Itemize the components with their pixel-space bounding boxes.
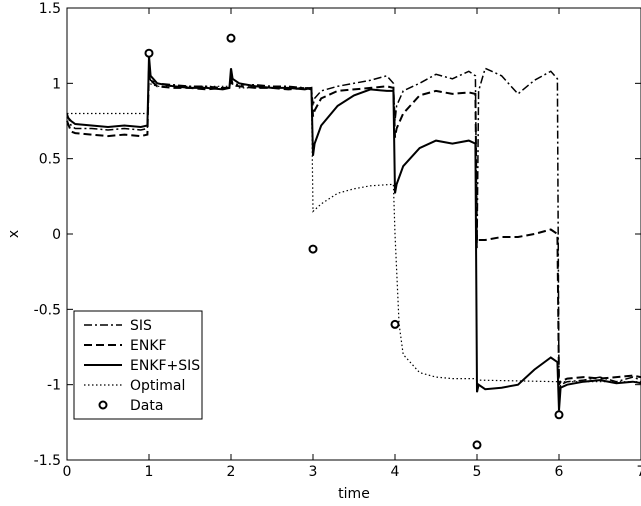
- y-tick-label: 0.5: [39, 152, 61, 168]
- x-tick-label: 0: [63, 464, 72, 480]
- legend-label: Data: [130, 398, 163, 414]
- x-tick-label: 1: [145, 464, 154, 480]
- legend: SIS ENKF ENKF+SIS Optimal Data: [73, 310, 203, 420]
- data-point-marker: [554, 410, 564, 420]
- legend-label: ENKF: [130, 338, 167, 354]
- y-axis-label: x: [6, 230, 22, 238]
- x-tick-label: 6: [555, 464, 564, 480]
- x-tick-label: 2: [227, 464, 236, 480]
- data-point-marker: [308, 244, 318, 254]
- legend-label: ENKF+SIS: [130, 358, 200, 374]
- data-point-marker: [390, 319, 400, 329]
- series-line-enkf: [66, 68, 641, 386]
- x-tick-label: 3: [309, 464, 318, 480]
- series-line-enkf-sis: [66, 56, 641, 411]
- y-tick-label: -1.5: [34, 453, 61, 469]
- x-tick-label: 7: [637, 464, 641, 480]
- x-tick-label: 4: [391, 464, 400, 480]
- legend-label: SIS: [130, 318, 152, 334]
- y-tick-label: 0: [52, 227, 61, 243]
- data-point-marker: [144, 48, 154, 58]
- y-tick-label: 1.5: [39, 1, 61, 17]
- legend-label: Optimal: [130, 378, 185, 394]
- legend-swatch: [98, 400, 108, 410]
- series-line-sis: [66, 67, 641, 393]
- series-line-optimal: [67, 82, 641, 383]
- y-tick-label: 1: [52, 76, 61, 92]
- data-point-marker: [226, 33, 236, 43]
- x-axis-label: time: [338, 486, 370, 502]
- y-tick-label: -0.5: [34, 302, 61, 318]
- x-tick-label: 5: [473, 464, 482, 480]
- y-tick-label: -1: [47, 378, 61, 394]
- data-point-marker: [472, 440, 482, 450]
